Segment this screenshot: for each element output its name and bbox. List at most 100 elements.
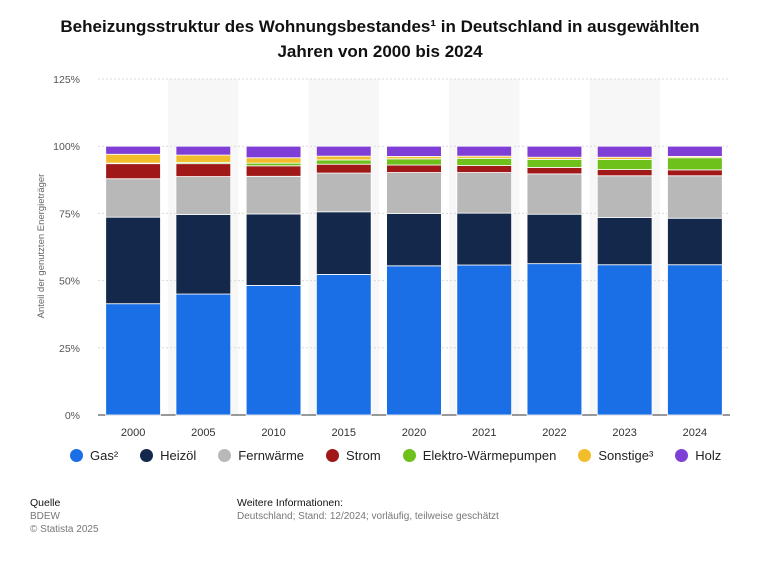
bar-segment[interactable] — [105, 303, 161, 416]
bar-segment[interactable] — [526, 145, 583, 158]
bar-segment[interactable] — [526, 213, 583, 265]
bar-segment[interactable] — [175, 214, 232, 295]
bar-segment[interactable] — [596, 175, 653, 218]
y-tick-label: 25% — [59, 343, 80, 355]
bar-segment[interactable] — [315, 211, 372, 275]
bar-segment[interactable] — [175, 163, 232, 177]
bar-segment[interactable] — [245, 175, 302, 215]
bar-segment[interactable] — [315, 274, 372, 416]
legend-swatch — [70, 449, 83, 462]
bar-segment[interactable] — [245, 213, 302, 286]
bar-segment[interactable] — [245, 145, 302, 159]
bar-stack — [245, 145, 302, 416]
bar-segment[interactable] — [667, 157, 723, 171]
bar-segment[interactable] — [386, 265, 442, 416]
legend-swatch — [140, 449, 154, 462]
bar-segment[interactable] — [386, 164, 442, 173]
legend-item[interactable]: Gas² — [70, 448, 118, 463]
bar-segment[interactable] — [315, 155, 372, 161]
legend-label: Fernwärme — [238, 448, 305, 463]
bar-segment[interactable] — [456, 145, 513, 157]
bar-segment[interactable] — [596, 145, 653, 158]
bar-segment[interactable] — [667, 175, 723, 219]
bar-segment[interactable] — [175, 145, 232, 156]
info-heading: Weitere Informationen: — [237, 497, 344, 509]
bar-segment[interactable] — [315, 172, 372, 213]
bar-segment[interactable] — [596, 217, 653, 266]
legend-label: Holz — [695, 448, 722, 463]
bar-segment[interactable] — [105, 145, 161, 155]
bar-segment[interactable] — [386, 158, 442, 166]
y-tick-label: 50% — [59, 276, 80, 288]
bar-stack — [667, 145, 723, 416]
bar-stack — [105, 145, 161, 416]
legend-item[interactable]: Elektro-Wärmepumpen — [402, 448, 557, 463]
source-heading: Quelle — [30, 497, 61, 509]
y-axis-label: Anteil der genutzten Energieträger — [36, 174, 47, 319]
x-tick-label: 2024 — [683, 427, 707, 439]
legend-item[interactable]: Strom — [326, 448, 381, 463]
bar-segment[interactable] — [386, 172, 442, 214]
bar-stacks — [105, 145, 723, 416]
bar-segment[interactable] — [596, 264, 653, 416]
bar-segment[interactable] — [386, 145, 442, 157]
bar-segment[interactable] — [596, 158, 653, 170]
bar-segment[interactable] — [315, 159, 372, 165]
legend-swatch — [326, 449, 340, 462]
y-tick-label: 0% — [65, 410, 80, 422]
bar-segment[interactable] — [105, 216, 161, 305]
bar-segment[interactable] — [245, 157, 302, 164]
bar-segment[interactable] — [526, 167, 583, 175]
legend-item[interactable]: Sonstige³ — [578, 448, 653, 463]
bar-segment[interactable] — [456, 212, 513, 266]
legend-label: Strom — [346, 448, 381, 463]
x-tick-label: 2021 — [472, 427, 496, 439]
legend-item[interactable]: Heizöl — [140, 448, 196, 463]
bar-segment[interactable] — [526, 263, 583, 416]
bar-stack — [175, 145, 232, 416]
chart-legend: Gas² Heizöl Fernwärme Strom Elektro-Wärmepum… — [70, 448, 750, 463]
bar-segment[interactable] — [315, 145, 372, 157]
y-tick-label: 125% — [53, 74, 80, 86]
legend-item[interactable]: Fernwärme — [218, 448, 304, 463]
bar-segment[interactable] — [315, 163, 372, 174]
bar-segment[interactable] — [667, 169, 723, 177]
bar-segment[interactable] — [526, 158, 583, 168]
x-tick-label: 2020 — [402, 427, 426, 439]
legend-item[interactable]: Holz — [675, 448, 721, 463]
bar-stack — [386, 145, 442, 416]
bar-segment[interactable] — [105, 153, 161, 164]
bar-segment[interactable] — [175, 293, 232, 416]
bar-segment[interactable] — [456, 165, 513, 173]
x-tick-label: 2005 — [191, 427, 215, 439]
x-tick-label: 2015 — [332, 427, 356, 439]
bar-segment[interactable] — [667, 217, 723, 266]
x-tick-label: 2022 — [542, 427, 566, 439]
bar-segment[interactable] — [667, 264, 723, 416]
bar-segment[interactable] — [245, 162, 302, 167]
bar-segment[interactable] — [667, 145, 723, 157]
bar-segment[interactable] — [245, 285, 302, 416]
legend-label: Elektro-Wärmepumpen — [422, 448, 557, 463]
source-text: BDEW — [30, 511, 60, 522]
bar-segment[interactable] — [456, 264, 513, 416]
bar-segment[interactable] — [105, 178, 161, 218]
bar-segment[interactable] — [386, 212, 442, 267]
legend-swatch — [402, 449, 416, 462]
bar-segment[interactable] — [526, 173, 583, 215]
chart-plot: 0% 25% 50% 75% 100% 125% 2000 2005 2010 2015 2020… — [36, 74, 730, 439]
bar-segment[interactable] — [245, 165, 302, 177]
legend-label: Gas² — [90, 448, 119, 463]
y-tick-labels: 0% 25% 50% 75% 100% 125% — [53, 74, 80, 422]
bar-segment[interactable] — [175, 176, 232, 215]
bar-segment[interactable] — [456, 172, 513, 214]
bar-stack — [526, 145, 583, 416]
bar-segment[interactable] — [456, 157, 513, 166]
bar-segment[interactable] — [596, 169, 653, 177]
bar-segment[interactable] — [175, 154, 232, 163]
info-text: Deutschland; Stand: 12/2024; vorläufig, … — [237, 511, 499, 522]
bar-stack — [456, 145, 513, 416]
bar-segment[interactable] — [105, 163, 161, 180]
legend-label: Sonstige³ — [598, 448, 654, 463]
